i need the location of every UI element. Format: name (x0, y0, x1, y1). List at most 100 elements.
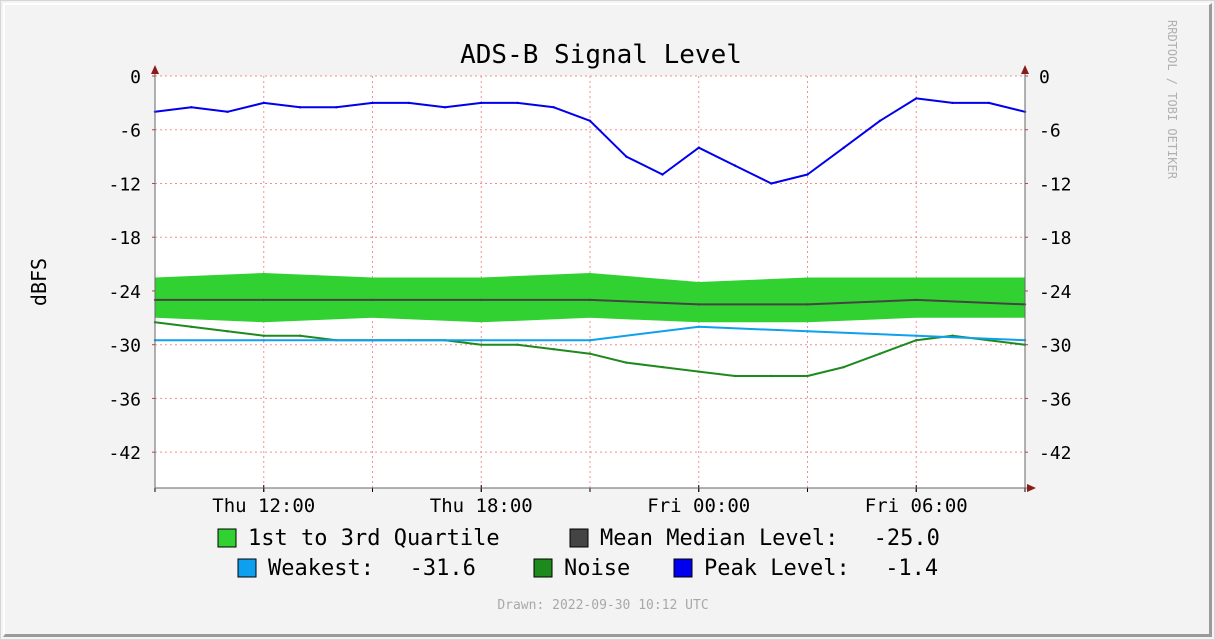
series-noise-point (516, 343, 519, 346)
series-noise-point (262, 334, 265, 337)
series-peak-level-point (443, 106, 447, 109)
series-noise-point (878, 352, 882, 355)
y-axis-label: dBFS (27, 258, 51, 306)
series-mean-median-point (915, 298, 918, 302)
series-peak-level-point (516, 101, 519, 105)
y-tick-label: -24 (108, 282, 141, 303)
series-peak-level-point (407, 101, 410, 105)
series-peak-level-point (371, 101, 374, 105)
legend-label: 1st to 3rd Quartile (248, 526, 500, 551)
y-tick-label: -30 (108, 336, 141, 357)
series-peak-level-point (878, 119, 882, 123)
series-mean-median-point (697, 303, 700, 306)
series-peak-level-point (588, 119, 592, 123)
series-noise-point (770, 374, 773, 378)
legend-label: Weakest: (268, 556, 374, 581)
y-tick-label: -12 (108, 174, 141, 195)
y-tick-label: -42 (108, 443, 141, 464)
x-tick-label: Fri 00:00 (647, 495, 750, 517)
series-quartile-band (155, 273, 1025, 323)
series-peak-level-point (987, 101, 990, 105)
series-weakest-point (371, 339, 374, 342)
y-axis-arrow-right (1021, 65, 1029, 74)
axes: 0 0 -6 -6 -12 -12 -18 -18 -24 -24 -30 -30 -36 -36 -42 -… (108, 65, 1072, 517)
legend-swatch (569, 528, 589, 548)
series-peak-level-point (733, 164, 737, 167)
series-peak-level-point (806, 173, 809, 176)
series-peak-level-point (552, 106, 555, 109)
series-peak-level-point (661, 173, 664, 176)
x-tick-label: Thu 12:00 (212, 495, 315, 517)
y-tick-label: -18 (108, 228, 141, 249)
series-peak-level-point (625, 155, 628, 158)
series-peak-level-point (770, 182, 773, 185)
series-noise-point (915, 339, 918, 342)
chart-title: ADS-B Signal Level (460, 40, 742, 70)
footer-drawn: Drawn: 2022-09-30 10:12 UTC (497, 598, 708, 613)
legend-label: Mean Median Level: (600, 526, 838, 551)
y-axis-arrow (151, 65, 159, 74)
legend-value: -25.0 (874, 526, 940, 551)
series-noise-point (298, 334, 302, 337)
legend-swatch (237, 558, 257, 578)
series-peak-level-point (226, 110, 229, 114)
legend-value: -1.4 (885, 556, 938, 581)
series-peak-level-point (951, 101, 954, 105)
series-weakest-point (806, 330, 809, 333)
legend-swatch (217, 528, 237, 548)
series-noise-point (480, 343, 483, 346)
y-tick-label-right: 0 (1039, 67, 1050, 88)
series-peak-level-point (262, 101, 265, 105)
series-peak-level-point (335, 106, 338, 109)
series-mean-median-point (588, 298, 592, 302)
series-noise-point (190, 325, 193, 328)
series-noise-point (806, 374, 809, 378)
series-noise-point (697, 370, 700, 373)
series-mean-median-point (480, 298, 483, 302)
series-peak-level-point (298, 106, 302, 109)
series-mean-median-point (371, 298, 374, 302)
legend-label: Peak Level: (704, 556, 850, 581)
series-noise-point (661, 365, 664, 369)
series-noise-point (625, 361, 628, 364)
x-tick-label: Fri 06:00 (865, 495, 968, 517)
y-tick-label: -6 (119, 121, 141, 142)
legend-swatch (673, 558, 693, 578)
frame-bevel (3, 3, 1212, 637)
legend-value: -31.6 (410, 556, 476, 581)
series-peak-level-point (842, 146, 845, 149)
legend-label: Noise (564, 556, 630, 581)
series-weakest-point (480, 339, 483, 342)
series-peak-level-point (697, 146, 700, 149)
y-tick-label-right: -24 (1039, 282, 1072, 303)
series-weakest-point (915, 334, 918, 337)
x-tick-label: Thu 18:00 (430, 495, 533, 517)
series-peak-level-point (480, 101, 483, 105)
series-weakest-point (588, 339, 592, 342)
watermark: RRDTOOL / TOBI OETIKER (1165, 20, 1179, 180)
series-noise-point (588, 352, 592, 355)
legend-swatch (533, 558, 553, 578)
legend: 1st to 3rd Quartile Mean Median Level: -25… (217, 526, 940, 581)
series-weakest-point (262, 339, 265, 342)
y-tick-label-right: -30 (1039, 336, 1072, 357)
series-peak-level-point (915, 97, 918, 100)
y-tick-label-right: -6 (1039, 121, 1061, 142)
series-noise-point (733, 374, 737, 378)
y-tick-label-right: -12 (1039, 174, 1072, 195)
series-noise-point (226, 330, 229, 333)
series-noise-point (552, 348, 555, 351)
series-peak-level-point (190, 106, 193, 109)
series-weakest-point (697, 325, 700, 328)
y-tick-label-right: -18 (1039, 228, 1072, 249)
series-layer (153, 97, 1027, 378)
x-axis-arrow (1027, 484, 1036, 492)
series-mean-median-point (262, 298, 265, 302)
y-tick-label-right: -36 (1039, 389, 1072, 410)
y-tick-label: 0 (130, 67, 141, 88)
series-mean-median-point (806, 303, 809, 306)
series-noise-point (842, 365, 845, 369)
y-tick-label-right: -42 (1039, 443, 1072, 464)
y-tick-label: -36 (108, 389, 141, 410)
